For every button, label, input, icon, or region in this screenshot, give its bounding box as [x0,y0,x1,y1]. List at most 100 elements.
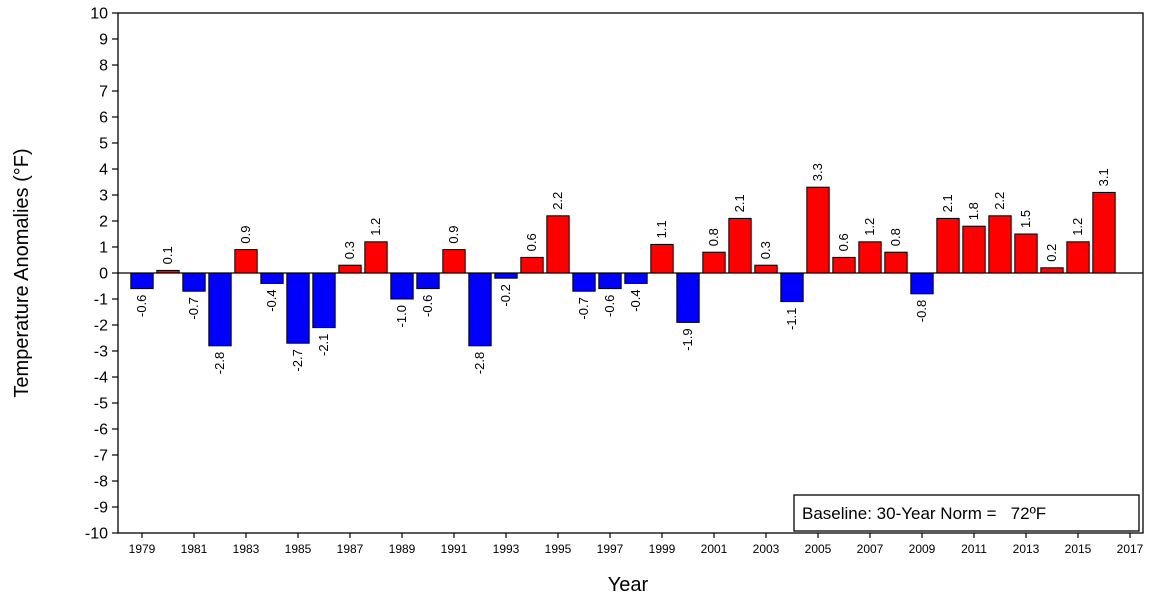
data-label-1984: -0.4 [264,289,279,311]
plot-frame [117,12,1144,534]
y-tick-label: 5 [99,136,108,153]
y-tick-label: 3 [99,188,108,205]
data-label-2002: 2.1 [732,194,747,212]
x-tick-label: 2015 [1065,542,1092,556]
data-label-1991: 0.9 [446,226,461,244]
baseline-note-text: Baseline: 30-Year Norm = 72ºF [802,504,1046,523]
y-tick-label: 7 [99,84,108,101]
y-tick-label: 0 [99,266,108,283]
bar-2008 [884,251,908,274]
x-tick-label: 1997 [597,542,624,556]
x-tick-label: 1989 [389,542,416,556]
y-tick-label: -1 [94,292,108,309]
y-tick-label: -5 [94,396,108,413]
x-tick-label: 2011 [961,542,987,556]
x-tick-label: 2009 [909,542,936,556]
data-label-1979: -0.6 [134,295,149,317]
data-label-2008: 0.8 [888,228,903,246]
x-tick-label: 1999 [649,542,676,556]
data-label-2003: 0.3 [758,241,773,259]
bar-2004 [780,272,804,303]
y-tick-label: -4 [94,370,108,387]
data-label-2006: 0.6 [836,233,851,251]
data-label-1986: -2.1 [316,334,331,356]
bar-2001 [702,251,726,274]
x-tick-label: 1979 [129,542,156,556]
y-tick-label: -2 [94,318,108,335]
data-label-2011: 1.8 [966,202,981,220]
bar-2006 [832,256,856,274]
bar-1983 [234,249,258,274]
data-label-2000: -1.9 [680,328,695,350]
bar-2000 [676,272,700,323]
bar-2002 [728,217,752,274]
bar-1998 [624,272,648,284]
data-label-1989: -1.0 [394,305,409,327]
data-label-2004: -1.1 [784,308,799,330]
x-axis-title: Year [608,574,649,596]
data-label-1998: -0.4 [628,289,643,311]
data-label-2013: 1.5 [1018,210,1033,228]
baseline-note-box [793,494,1140,532]
bar-1986 [312,272,336,329]
bar-2007 [858,241,882,274]
x-tick-label: 2017 [1117,542,1144,556]
data-label-1980: 0.1 [160,246,175,264]
x-tick-label: 2001 [701,542,728,556]
x-tick-label: 1995 [545,542,572,556]
data-label-1990: -0.6 [420,295,435,317]
bar-2005 [806,186,830,274]
x-axis-ticks: 1979 1981 1983 1985 1987 1989 1991 1993 1995 1997… [129,533,1144,556]
bar-2010 [936,217,960,274]
x-tick-label: 1991 [441,542,468,556]
data-label-1994: 0.6 [524,233,539,251]
x-tick-label: 1981 [181,542,208,556]
bar-2012 [988,215,1012,274]
data-label-2016: 3.1 [1096,168,1111,186]
y-tick-label: -3 [94,344,108,361]
x-tick-label: 2013 [1013,542,1040,556]
bar-1993 [494,272,518,279]
data-labels: -0.6 0.1 -0.7 -2.8 0.9 -0.4 -2.7 -2.1 0.3 1.2 -1.0… [134,163,1111,374]
y-tick-label: 6 [99,110,108,127]
bar-1982 [208,272,232,347]
bar-1984 [260,272,284,284]
y-tick-label: -7 [94,448,108,465]
x-tick-label: 1985 [285,542,312,556]
x-tick-label: 1987 [337,542,364,556]
y-tick-label: 9 [99,32,108,49]
data-label-1982: -2.8 [212,352,227,374]
y-tick-label: 4 [99,162,108,179]
y-tick-label: 2 [99,214,108,231]
bar-1989 [390,272,414,300]
data-label-1985: -2.7 [290,349,305,371]
bar-1997 [598,272,622,290]
bar-2016 [1092,191,1116,274]
bar-1991 [442,249,466,274]
x-tick-label: 2005 [805,542,832,556]
data-label-2007: 1.2 [862,218,877,236]
data-label-1996: -0.7 [576,297,591,319]
y-tick-label: 10 [90,6,108,23]
bar-1999 [650,243,674,274]
y-tick-label: 8 [99,58,108,75]
data-label-2009: -0.8 [914,300,929,322]
data-label-2005: 3.3 [810,163,825,181]
y-tick-label: -6 [94,422,108,439]
data-label-2015: 1.2 [1070,218,1085,236]
x-tick-label: 1983 [233,542,260,556]
y-axis-title: Temperature Anomalies (°F) [11,148,33,397]
bar-1995 [546,215,570,274]
x-tick-label: 1993 [493,542,520,556]
data-label-2001: 0.8 [706,228,721,246]
x-tick-label: 2003 [753,542,780,556]
data-label-1987: 0.3 [342,241,357,259]
bar-2003 [754,264,778,274]
y-tick-label: 1 [99,240,108,257]
bar-1987 [338,264,362,274]
baseline-note: Baseline: 30-Year Norm = 72ºF [793,494,1140,532]
bar-2011 [962,225,986,274]
y-tick-label: -10 [85,526,108,543]
bar-2009 [910,272,934,295]
